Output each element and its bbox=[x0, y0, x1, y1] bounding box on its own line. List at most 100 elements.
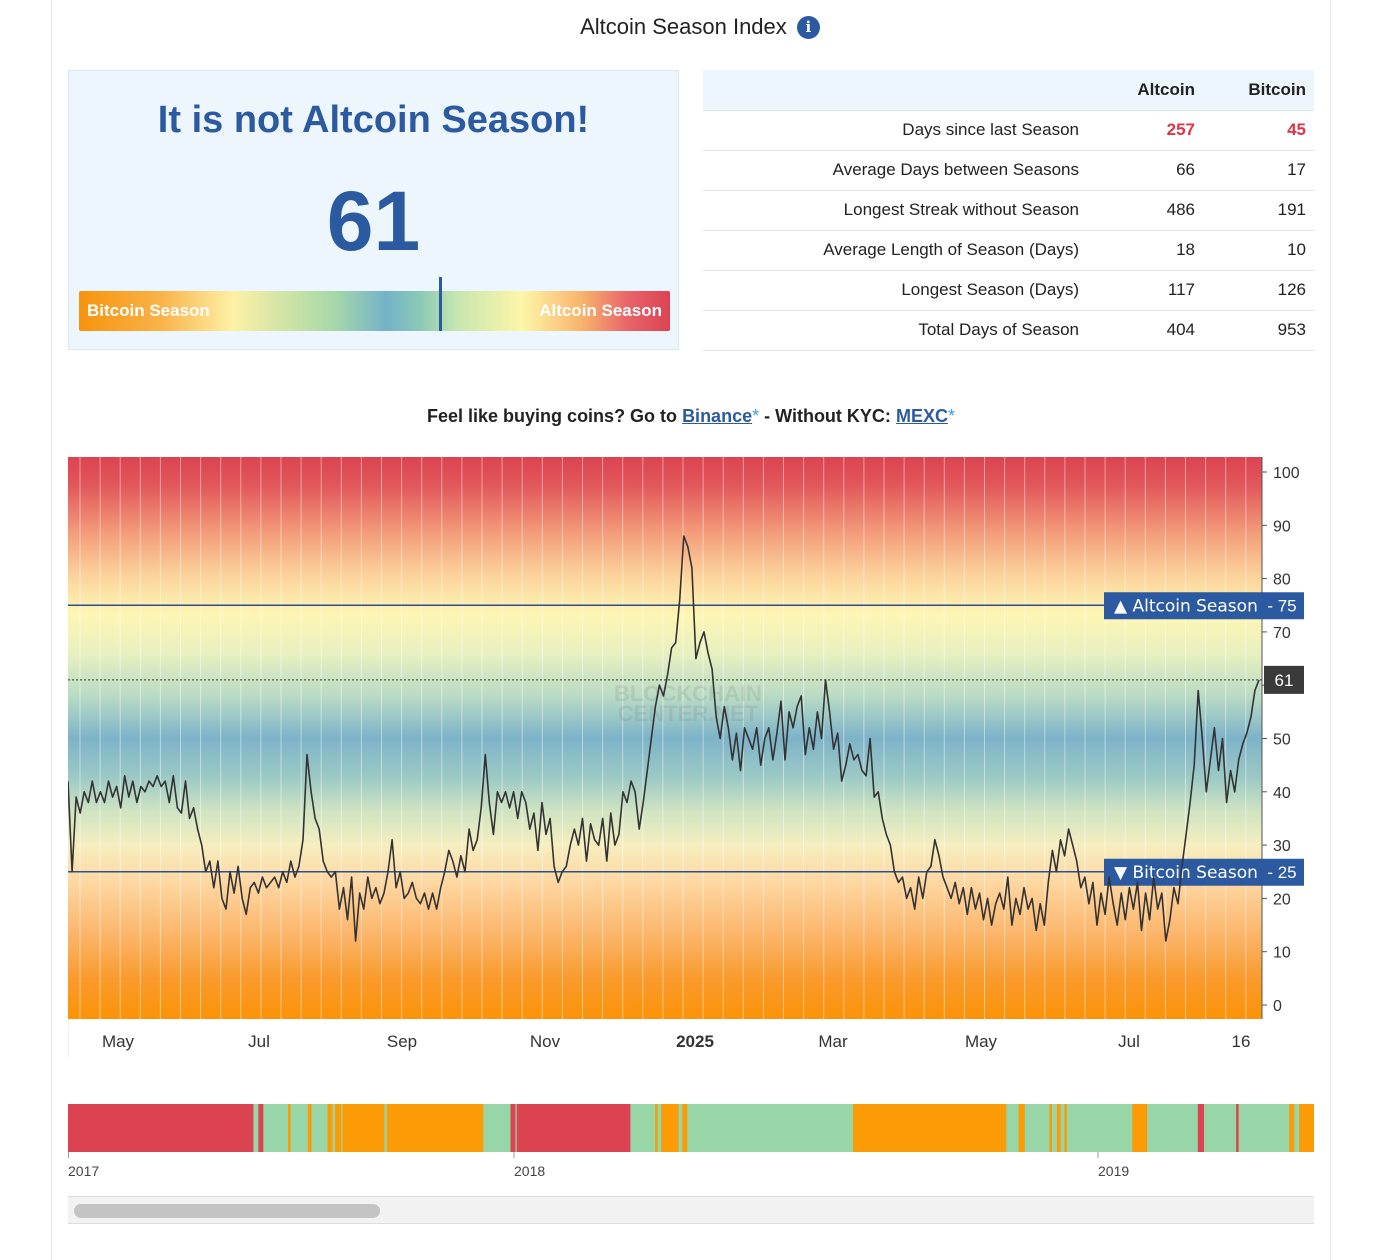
row-label: Longest Streak without Season bbox=[703, 190, 1103, 231]
y-tick-label: 100 bbox=[1273, 465, 1300, 482]
season-segment bbox=[342, 1104, 385, 1152]
season-status-panel: It is not Altcoin Season! 61 Bitcoin Sea… bbox=[68, 70, 679, 350]
index-chart[interactable]: BLOCKCHAINCENTER.NET01020304050607080901… bbox=[67, 457, 1314, 1062]
row-label: Longest Season (Days) bbox=[703, 270, 1103, 311]
x-tick-label: 16 bbox=[1232, 1032, 1251, 1051]
season-segment bbox=[1132, 1104, 1148, 1152]
season-segment bbox=[516, 1104, 631, 1152]
season-segment bbox=[1051, 1104, 1058, 1152]
row-bitcoin-value: 10 bbox=[1213, 230, 1314, 271]
index-chart-svg[interactable]: BLOCKCHAINCENTER.NET01020304050607080901… bbox=[67, 457, 1314, 1057]
page-frame bbox=[51, 0, 1331, 1260]
y-tick-label: 30 bbox=[1273, 838, 1291, 855]
row-altcoin-value: 486 bbox=[1103, 190, 1213, 231]
row-label: Average Days between Seasons bbox=[703, 150, 1103, 191]
row-bitcoin-value: 45 bbox=[1213, 110, 1314, 151]
row-bitcoin-value: 126 bbox=[1213, 270, 1314, 311]
history-navigator-svg[interactable]: 2017 2018 2019 bbox=[68, 1104, 1315, 1186]
threshold-label: ▲ Altcoin Season bbox=[1114, 596, 1258, 616]
y-tick-label: 10 bbox=[1273, 945, 1291, 962]
season-segment bbox=[263, 1104, 289, 1152]
season-segment bbox=[1049, 1104, 1053, 1152]
chart-watermark: BLOCKCHAIN bbox=[614, 681, 762, 706]
x-tick-label: Jul bbox=[1118, 1032, 1140, 1051]
threshold-value: - 25 bbox=[1267, 863, 1296, 882]
season-segment bbox=[1060, 1104, 1065, 1152]
y-tick-label: 70 bbox=[1273, 625, 1291, 642]
row-label: Total Days of Season bbox=[703, 310, 1103, 351]
season-segment bbox=[515, 1104, 518, 1152]
season-segment bbox=[253, 1104, 259, 1152]
season-index-value: 61 bbox=[326, 174, 421, 268]
season-segment bbox=[687, 1104, 854, 1152]
table-row: Average Days between Seasons 66 17 bbox=[703, 150, 1314, 191]
table-row: Longest Season (Days) 117 126 bbox=[703, 270, 1314, 311]
season-segment bbox=[1197, 1104, 1205, 1152]
season-segment bbox=[1299, 1104, 1315, 1152]
row-altcoin-value: 18 bbox=[1103, 230, 1213, 271]
season-segment bbox=[1056, 1104, 1062, 1152]
y-tick-label: 20 bbox=[1273, 891, 1291, 908]
season-segment bbox=[68, 1104, 254, 1152]
season-segment bbox=[386, 1104, 484, 1152]
table-header-row: Altcoin Bitcoin bbox=[703, 70, 1314, 111]
season-status-heading: It is not Altcoin Season! bbox=[157, 99, 590, 141]
promo-prefix: Feel like buying coins? Go to bbox=[427, 406, 678, 426]
chart-background bbox=[68, 457, 1262, 1019]
season-segment bbox=[510, 1104, 516, 1152]
season-segment bbox=[657, 1104, 662, 1152]
season-segment bbox=[335, 1104, 342, 1152]
season-segment bbox=[258, 1104, 264, 1152]
x-tick-label: Jul bbox=[248, 1032, 270, 1051]
threshold-label: ▼ Bitcoin Season bbox=[1114, 863, 1258, 883]
season-segment bbox=[288, 1104, 291, 1152]
season-segment bbox=[384, 1104, 388, 1152]
threshold-badge: ▲ Altcoin Season - 75 bbox=[1104, 592, 1304, 620]
table-header-label bbox=[703, 70, 1103, 111]
season-segment bbox=[852, 1104, 1007, 1152]
mexc-link[interactable]: MEXC bbox=[895, 406, 948, 426]
table-header-bitcoin: Bitcoin bbox=[1213, 70, 1314, 111]
season-segment bbox=[307, 1104, 313, 1152]
page-header: Altcoin Season Index i bbox=[0, 14, 1400, 40]
table-row: Total Days of Season 404 953 bbox=[703, 310, 1314, 351]
row-bitcoin-value: 953 bbox=[1213, 310, 1314, 351]
info-circle-icon[interactable]: i bbox=[796, 16, 820, 39]
season-segment bbox=[483, 1104, 512, 1152]
y-tick-label: 90 bbox=[1273, 518, 1291, 535]
row-label: Average Length of Season (Days) bbox=[703, 230, 1103, 271]
x-tick-label: May bbox=[102, 1032, 135, 1051]
season-segment bbox=[290, 1104, 309, 1152]
table-header-altcoin: Altcoin bbox=[1103, 70, 1213, 111]
threshold-value: - 75 bbox=[1267, 596, 1296, 615]
season-segment bbox=[1064, 1104, 1068, 1152]
season-segment bbox=[1289, 1104, 1295, 1152]
binance-link[interactable]: Binance bbox=[682, 406, 753, 426]
table-row: Longest Streak without Season 486 191 bbox=[703, 190, 1314, 231]
y-tick-label: 40 bbox=[1273, 785, 1291, 802]
chart-watermark-2: CENTER.NET bbox=[618, 701, 759, 726]
scrollbar-thumb[interactable] bbox=[74, 1204, 380, 1218]
page-title: Altcoin Season Index bbox=[580, 14, 787, 39]
table-row: Average Length of Season (Days) 18 10 bbox=[703, 230, 1314, 271]
navigator-scrollbar[interactable] bbox=[68, 1196, 1314, 1224]
season-segment bbox=[341, 1104, 343, 1152]
season-segment bbox=[1024, 1104, 1050, 1152]
season-segment bbox=[311, 1104, 329, 1152]
binance-star: * bbox=[752, 406, 760, 426]
season-segment bbox=[1066, 1104, 1133, 1152]
x-tick-label: May bbox=[965, 1032, 998, 1051]
nav-tick-label: 2019 bbox=[1098, 1163, 1129, 1179]
season-gauge: Bitcoin Season Altcoin Season bbox=[79, 291, 670, 331]
x-tick-label: Mar bbox=[818, 1032, 848, 1051]
table-row: Days since last Season 257 45 bbox=[703, 110, 1314, 151]
row-label: Days since last Season bbox=[703, 110, 1103, 151]
x-tick-label: Nov bbox=[530, 1032, 561, 1051]
current-value-label: 61 bbox=[1275, 671, 1294, 690]
mexc-star: * bbox=[947, 406, 955, 426]
gauge-altcoin-label: Altcoin Season bbox=[539, 301, 662, 320]
season-segment bbox=[678, 1104, 683, 1152]
history-navigator[interactable]: 2017 2018 2019 bbox=[68, 1104, 1315, 1191]
season-segment bbox=[1006, 1104, 1020, 1152]
nav-tick-label: 2017 bbox=[68, 1163, 99, 1179]
